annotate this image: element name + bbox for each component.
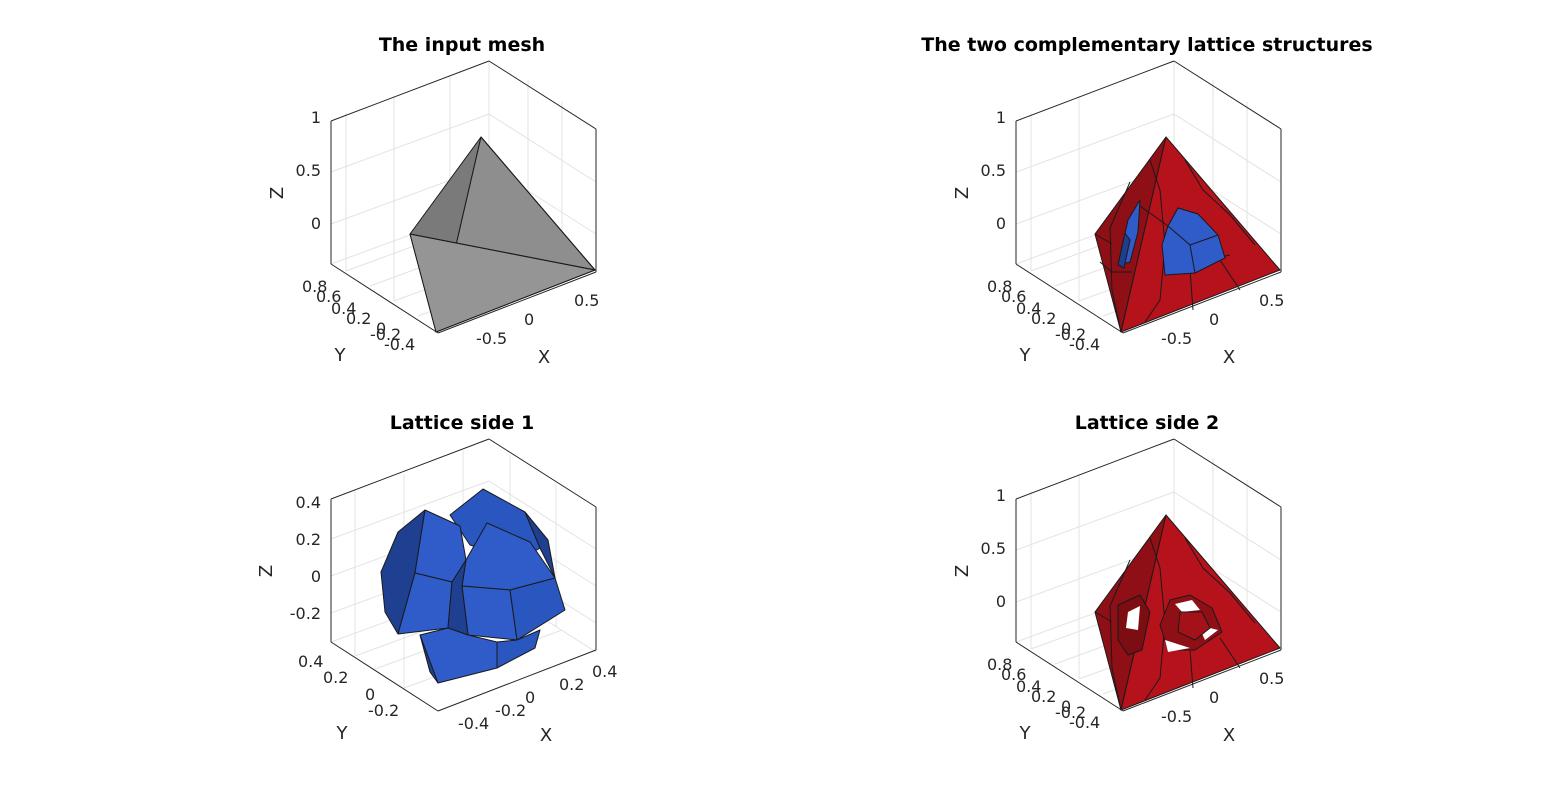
- y-tick-label: 0.2: [1031, 309, 1056, 328]
- lattice-cell-edge: [1189, 234, 1219, 246]
- y-tick-label: 0.2: [323, 668, 348, 687]
- x-tick-label: 0.5: [574, 291, 599, 310]
- z-tick-label: 0: [996, 214, 1006, 233]
- y-tick-label: -0.2: [370, 325, 401, 344]
- y-tick-label: -0.4: [1069, 335, 1100, 354]
- lattice-hole: [1126, 606, 1140, 630]
- x-tick-label: 0: [1209, 310, 1219, 329]
- y-tick-label: 0.8: [302, 277, 327, 296]
- y-tick-label: 0.6: [1001, 665, 1026, 684]
- x-tick-label: -0.5: [476, 329, 507, 348]
- x-axis-label: X: [540, 725, 552, 746]
- lattice-blue-cell: [1117, 232, 1131, 269]
- y-tick-label: 0: [1061, 319, 1071, 338]
- y-tick-label: 0: [365, 685, 375, 704]
- z-tick-label: 0.5: [981, 161, 1006, 180]
- x-tick-label: -0.4: [458, 714, 489, 733]
- tetrahedron-mesh: [409, 136, 596, 333]
- z-tick-label: 0: [311, 567, 321, 586]
- x-tick-label: -0.2: [495, 701, 526, 720]
- x-tick-label: -0.5: [1161, 329, 1192, 348]
- x-tick-label: 0: [524, 310, 534, 329]
- z-axis-label: Z: [952, 565, 973, 577]
- z-axis-label: Z: [952, 187, 973, 199]
- lattice-cell: [496, 629, 541, 669]
- y-tick-label: 0.6: [1001, 287, 1026, 306]
- z-tick-label: 1: [311, 108, 321, 127]
- y-axis-label: Y: [1019, 345, 1032, 366]
- y-tick-label: -0.2: [1055, 703, 1086, 722]
- panel-title: Lattice side 2: [1075, 412, 1220, 434]
- z-tick-label: 0: [996, 592, 1006, 611]
- x-tick-label: 0.5: [1259, 291, 1284, 310]
- x-tick-label: 0.2: [559, 675, 584, 694]
- z-tick-label: 0.2: [296, 530, 321, 549]
- z-tick-label: 0.4: [296, 493, 321, 512]
- y-tick-label: 0.4: [1016, 677, 1041, 696]
- x-axis-label: X: [1223, 725, 1235, 746]
- x-tick-label: 0: [525, 688, 535, 707]
- lattice-inner-cell: [1177, 611, 1211, 641]
- z-axis-label: Z: [256, 565, 277, 577]
- z-axis-label: Z: [267, 187, 288, 199]
- x-axis-label: X: [538, 347, 550, 368]
- x-tick-label: 0: [1209, 688, 1219, 707]
- z-tick-label: 1: [996, 486, 1006, 505]
- panel-title: The input mesh: [379, 34, 545, 56]
- lattice-cell: [447, 559, 469, 636]
- x-tick-label: 0.4: [592, 662, 617, 681]
- panel-title: Lattice side 1: [390, 412, 535, 434]
- y-tick-label: 0.6: [316, 287, 341, 306]
- y-tick-label: -0.4: [1069, 713, 1100, 732]
- z-tick-label: 0.5: [296, 161, 321, 180]
- y-tick-label: 0.4: [331, 299, 356, 318]
- y-tick-label: 0: [1061, 697, 1071, 716]
- x-tick-label: -0.5: [1161, 707, 1192, 726]
- z-tick-label: 0: [311, 214, 321, 233]
- y-tick-label: -0.4: [384, 335, 415, 354]
- y-tick-label: -0.2: [368, 701, 399, 720]
- y-tick-label: 0.8: [987, 277, 1012, 296]
- y-tick-label: 0.2: [1031, 687, 1056, 706]
- lattice-side-2-shape: [1094, 514, 1281, 711]
- lattice-hole: [1165, 640, 1190, 652]
- lattice-cell: [509, 577, 566, 641]
- y-axis-label: Y: [1019, 723, 1032, 744]
- x-tick-label: 0.5: [1259, 669, 1284, 688]
- z-tick-label: -0.2: [290, 604, 321, 623]
- lattice-cell-edge: [1167, 225, 1191, 246]
- panel-lattice-side-1: Lattice side 1 0.4 0.2 0 -0.2: [256, 412, 617, 746]
- lattice-combined: [1094, 136, 1281, 333]
- lattice-cell-edges: [1094, 181, 1132, 333]
- panel-input-mesh: The input mesh 1 0.5 0: [267, 34, 599, 368]
- y-tick-label: 0.2: [346, 309, 371, 328]
- panel-complementary-lattices: The two complementary lattice structures…: [921, 34, 1372, 368]
- lattice-hole: [1175, 600, 1200, 612]
- y-axis-label: Y: [336, 723, 349, 744]
- y-tick-label: 0.4: [1016, 299, 1041, 318]
- y-axis-label: Y: [334, 345, 347, 366]
- lattice-blue-cell: [1161, 207, 1226, 276]
- lattice-cell-edge: [1189, 244, 1196, 274]
- y-tick-label: 0.8: [987, 655, 1012, 674]
- mesh-edge: [409, 233, 596, 271]
- y-tick-label: 0.4: [298, 652, 323, 671]
- axes-box: 1 0.5 0 Z 0.8 0.6 0.4 0.2 0 -0.2 -0.4 Y …: [952, 60, 1284, 368]
- mesh-edge: [480, 136, 596, 271]
- z-tick-label: 1: [996, 108, 1006, 127]
- panel-title: The two complementary lattice structures: [921, 34, 1372, 56]
- x-axis-label: X: [1223, 347, 1235, 368]
- lattice-cell: [419, 634, 439, 684]
- lattice-cell: [461, 585, 518, 641]
- panel-lattice-side-2: Lattice side 2 1 0.5 0 Z 0.8 0.: [952, 412, 1284, 746]
- y-tick-label: 0: [376, 319, 386, 338]
- lattice-side-1-shape: [380, 488, 566, 684]
- y-tick-label: -0.2: [1055, 325, 1086, 344]
- z-tick-label: 0.5: [981, 539, 1006, 558]
